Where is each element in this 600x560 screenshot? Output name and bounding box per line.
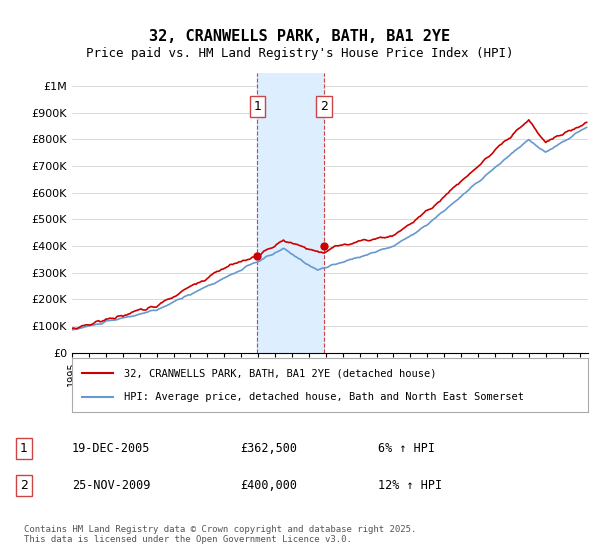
Text: 12% ↑ HPI: 12% ↑ HPI (378, 479, 442, 492)
Bar (257, 73, 324, 353)
Text: 2: 2 (20, 479, 28, 492)
Text: 32, CRANWELLS PARK, BATH, BA1 2YE (detached house): 32, CRANWELLS PARK, BATH, BA1 2YE (detac… (124, 368, 436, 379)
Text: £400,000: £400,000 (240, 479, 297, 492)
Text: 2: 2 (320, 100, 328, 113)
Text: 1: 1 (253, 100, 262, 113)
Text: 25-NOV-2009: 25-NOV-2009 (72, 479, 151, 492)
Text: 1: 1 (20, 442, 28, 455)
Text: 19-DEC-2005: 19-DEC-2005 (72, 442, 151, 455)
Text: HPI: Average price, detached house, Bath and North East Somerset: HPI: Average price, detached house, Bath… (124, 391, 524, 402)
Text: 32, CRANWELLS PARK, BATH, BA1 2YE: 32, CRANWELLS PARK, BATH, BA1 2YE (149, 29, 451, 44)
Text: Price paid vs. HM Land Registry's House Price Index (HPI): Price paid vs. HM Land Registry's House … (86, 46, 514, 60)
Text: Contains HM Land Registry data © Crown copyright and database right 2025.
This d: Contains HM Land Registry data © Crown c… (24, 525, 416, 544)
Text: £362,500: £362,500 (240, 442, 297, 455)
Text: 6% ↑ HPI: 6% ↑ HPI (378, 442, 435, 455)
